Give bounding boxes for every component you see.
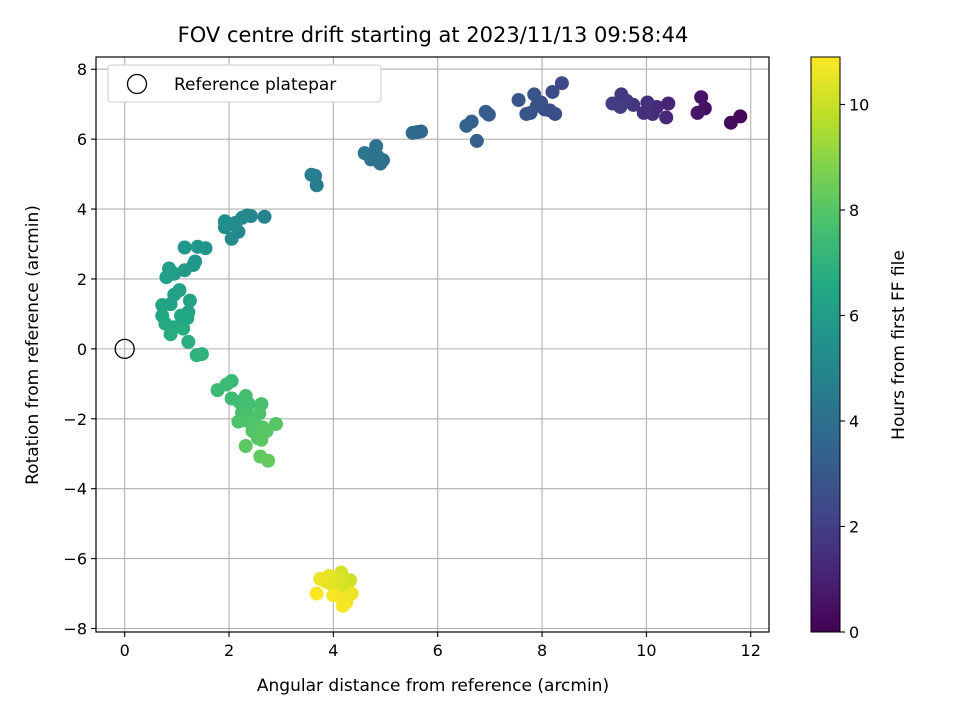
data-point [511,92,526,107]
data-point [304,167,319,182]
data-point [357,146,372,161]
data-point [661,96,676,111]
x-tick-label: 0 [120,641,130,660]
x-tick-label: 8 [537,641,547,660]
colorbar-tick-label: 6 [849,306,859,325]
data-point [545,84,560,99]
x-tick-label: 2 [224,641,234,660]
legend-entry: Reference platepar [174,75,336,95]
y-axis-label: Rotation from reference (arcmin) [23,205,43,485]
colorbar-tick-label: 8 [849,201,859,220]
y-tick-label: −2 [63,410,87,429]
data-point [313,571,328,586]
data-point [210,383,225,398]
y-tick-label: −4 [63,480,87,499]
data-point [309,586,324,601]
data-point [177,240,192,255]
data-point [254,432,269,447]
colorbar-tick-label: 0 [849,623,859,642]
legend-marker [126,73,148,95]
data-point [252,406,267,421]
data-point [163,327,178,342]
colorbar-label: Hours from first FF file [889,250,909,440]
x-tick-label: 4 [328,641,338,660]
data-point [636,105,651,120]
data-point [238,439,253,454]
data-point [614,87,629,102]
x-tick-label: 6 [433,641,443,660]
data-point [189,348,204,363]
colorbar [810,56,841,633]
data-point [181,334,196,349]
y-tick-label: −6 [63,550,87,569]
colorbar-tick-label: 4 [849,412,859,431]
data-point [159,270,174,285]
data-point [527,87,542,102]
data-points [155,76,748,613]
y-tick-label: −8 [63,620,87,639]
reference-platepar-marker [114,338,135,360]
colorbar-tick-label: 2 [849,517,859,536]
data-point [326,588,341,603]
data-point [469,133,484,148]
grid-lines [96,57,769,632]
data-point [405,125,420,140]
colorbar-tick-label: 10 [849,95,869,114]
y-tick-label: 4 [77,200,87,219]
data-point [257,209,272,224]
y-tick-label: 8 [77,60,87,79]
legend: Reference platepar [107,64,382,103]
y-tick-label: 0 [77,340,87,359]
data-point [174,308,189,323]
x-tick-label: 10 [636,641,656,660]
x-axis-ticks: 0 2 4 6 8 10 12 [120,632,761,660]
data-point [605,96,620,111]
chart-title: FOV centre drift starting at 2023/11/13 … [178,23,689,47]
data-point [155,298,170,313]
x-axis-label: Angular distance from reference (arcmin) [257,676,609,696]
data-point [335,598,350,613]
data-point [261,453,276,468]
data-point [519,106,534,121]
x-tick-label: 12 [741,641,761,660]
data-point [554,76,569,91]
data-point [190,239,205,254]
data-point [478,104,493,119]
data-point [690,105,705,120]
data-point [268,417,283,432]
colorbar-ticks: 0 2 4 6 8 10 [840,95,869,642]
y-tick-label: 6 [77,130,87,149]
data-point [182,293,197,308]
plot-frame [95,56,770,633]
y-axis-ticks: −8 −6 −4 −2 0 2 4 6 8 [63,60,96,639]
data-point [694,90,709,105]
data-point [659,110,674,125]
data-point [217,214,232,229]
data-point [224,231,239,246]
legend-box [107,64,382,103]
data-point [459,118,474,133]
data-point [176,321,191,336]
y-tick-label: 2 [77,270,87,289]
data-point [723,115,738,130]
